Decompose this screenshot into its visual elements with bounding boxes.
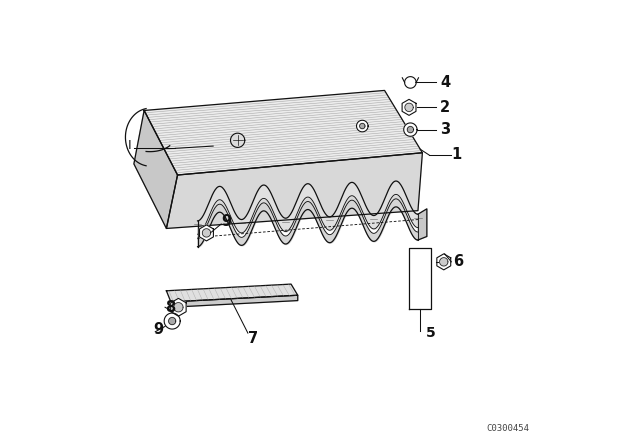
Text: 6: 6 (454, 254, 464, 269)
Text: I: I (127, 139, 131, 152)
Polygon shape (402, 99, 416, 116)
Text: 3: 3 (440, 122, 451, 137)
Polygon shape (407, 126, 413, 133)
Polygon shape (404, 123, 417, 136)
Polygon shape (166, 153, 422, 228)
Text: 8: 8 (165, 300, 175, 315)
Polygon shape (164, 313, 180, 329)
Polygon shape (168, 318, 176, 325)
Polygon shape (418, 209, 427, 240)
Polygon shape (405, 103, 413, 112)
Polygon shape (440, 258, 448, 266)
Text: 5: 5 (426, 326, 436, 340)
Polygon shape (174, 303, 183, 312)
Polygon shape (360, 123, 365, 129)
Polygon shape (166, 284, 298, 302)
Polygon shape (171, 298, 186, 316)
Polygon shape (144, 90, 422, 175)
Text: 9: 9 (153, 323, 163, 337)
Text: 1: 1 (451, 147, 461, 163)
Polygon shape (356, 120, 368, 132)
Polygon shape (230, 133, 244, 147)
Text: C0300454: C0300454 (486, 424, 529, 433)
Polygon shape (437, 254, 451, 270)
Polygon shape (134, 111, 177, 228)
Text: 4: 4 (440, 75, 451, 90)
Polygon shape (200, 225, 213, 241)
Polygon shape (202, 229, 211, 237)
Polygon shape (171, 295, 298, 307)
Text: 9: 9 (221, 214, 231, 229)
Text: 2: 2 (440, 100, 451, 115)
Text: 7: 7 (248, 331, 258, 346)
